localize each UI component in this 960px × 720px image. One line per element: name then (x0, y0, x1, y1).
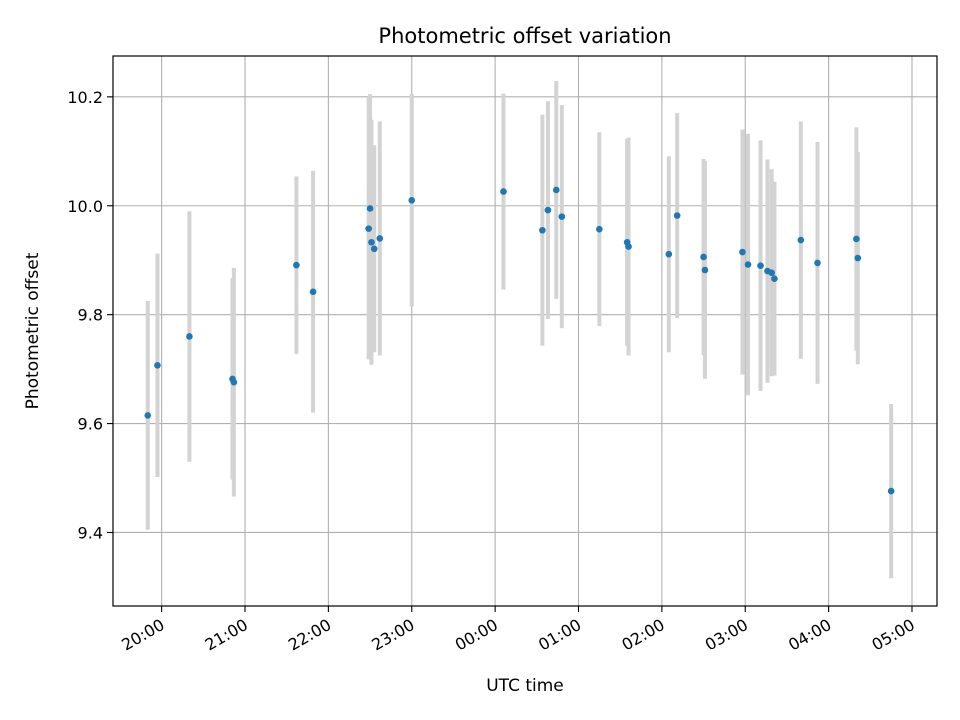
data-point (853, 235, 860, 243)
data-points (144, 186, 895, 495)
y-tick-label: 9.6 (78, 415, 103, 434)
data-point (539, 226, 546, 234)
y-axis-ticks: 9.4 9.6 9.8 10.0 10.2 (67, 88, 113, 542)
data-point (408, 197, 416, 204)
plot-frame (112, 55, 938, 607)
data-point (154, 362, 161, 369)
data-point (309, 288, 317, 296)
y-tick-label: 10.0 (67, 197, 103, 216)
y-axis-label: Photometric offset (23, 252, 43, 409)
data-point (544, 206, 552, 214)
data-point (500, 188, 507, 195)
data-point (370, 245, 378, 253)
data-point (887, 487, 895, 495)
data-point (558, 213, 566, 220)
data-point (293, 261, 300, 269)
y-tick-label: 9.4 (78, 523, 103, 542)
data-point (625, 243, 632, 250)
y-tick-label: 10.2 (67, 88, 103, 107)
data-point (230, 378, 238, 386)
data-point (366, 205, 374, 212)
data-point (700, 253, 707, 261)
data-point (673, 212, 681, 219)
grid-lines (113, 56, 937, 606)
data-point (768, 269, 775, 277)
data-point (186, 333, 193, 340)
data-point (144, 412, 152, 419)
data-point (701, 266, 709, 274)
y-tick-label: 9.8 (78, 306, 103, 325)
chart-title: Photometric offset variation (378, 24, 671, 48)
x-axis-label: UTC time (486, 676, 564, 696)
data-point (596, 225, 603, 233)
data-point (665, 250, 673, 258)
data-point (854, 254, 862, 262)
data-point (376, 235, 384, 242)
data-point (771, 275, 778, 283)
data-point (739, 248, 746, 256)
data-point (757, 262, 764, 269)
data-point (552, 186, 560, 194)
data-point (744, 261, 752, 268)
data-point (814, 259, 821, 267)
data-point (368, 238, 375, 246)
data-point (797, 236, 805, 244)
data-point (365, 225, 372, 232)
